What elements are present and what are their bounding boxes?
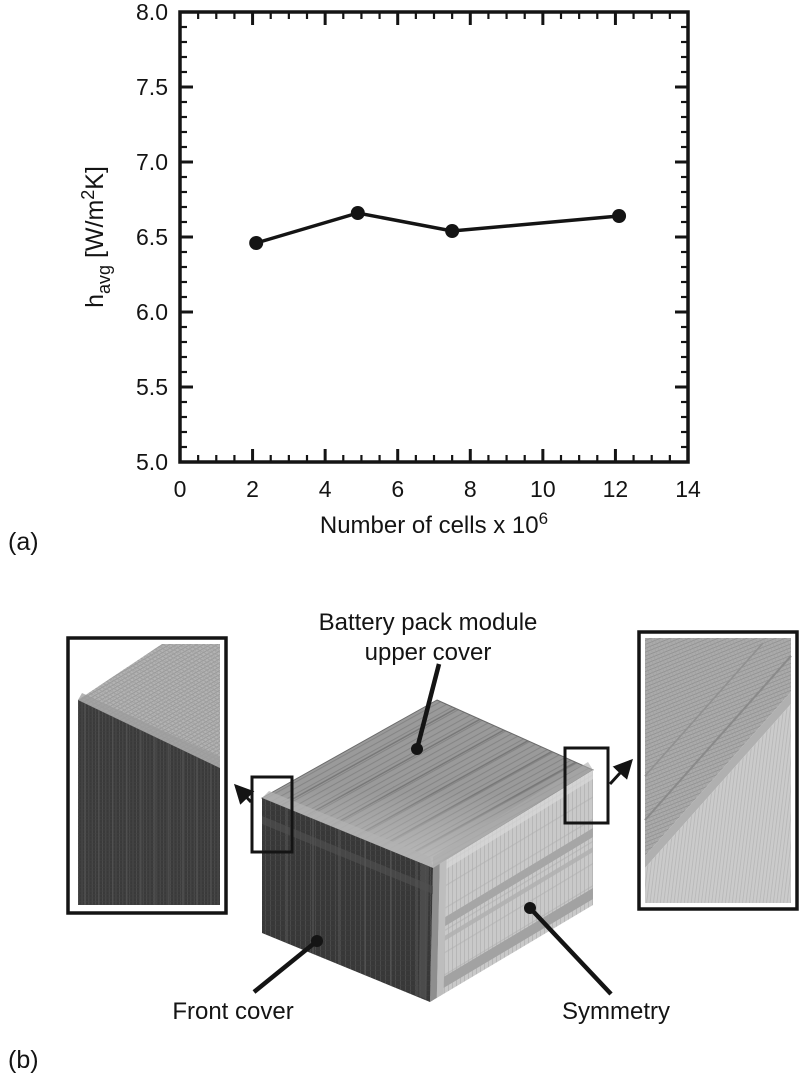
x-tick-label: 0 (174, 476, 187, 502)
data-point (249, 236, 264, 250)
upper-cover-label-line1: Battery pack module (319, 609, 538, 636)
symmetry-leader (528, 906, 613, 996)
y-axis-title: havg [W/m2K] (78, 166, 114, 308)
left-zoom-inset (66, 636, 228, 915)
front-cover-leader (252, 939, 319, 994)
y-title-end: K] (81, 166, 109, 190)
data-point (445, 224, 460, 238)
chart-plot-area: 0 2 4 6 8 10 12 14 5.0 5.5 6.0 6.5 7.0 7.5 8.0 (136, 0, 701, 502)
left-inset-dark-cols (78, 700, 220, 905)
y-title-mid: [W/m (81, 200, 109, 265)
data-point (612, 209, 627, 223)
right-zoom-inset (637, 630, 799, 911)
panel-a-label: (a) (8, 528, 39, 556)
symmetry-band-3 (430, 888, 593, 996)
symmetry-top-strip (433, 770, 593, 877)
y-title-sup: 2 (78, 190, 98, 200)
front-cover-label: Front cover (172, 998, 293, 1025)
x-tick-label: 10 (530, 476, 556, 502)
leader-lines (252, 663, 613, 996)
x-tick-label: 4 (319, 476, 332, 502)
right-inset-streak-2 (644, 642, 764, 777)
left-callout-rect (250, 775, 294, 854)
y-title-sub: avg (94, 265, 114, 294)
right-inset-light-mesh (645, 704, 791, 903)
x-tick-label: 12 (603, 476, 629, 502)
y-tick-label: 7.5 (136, 74, 168, 100)
right-callout-rect (563, 746, 610, 825)
y-title-base: h (81, 294, 109, 308)
chart-panel-a: 0 2 4 6 8 10 12 14 5.0 5.5 6.0 6.5 7.0 7.5 8.0 havg [W… (8, 0, 701, 556)
x-tick-label: 14 (675, 476, 701, 502)
upper-cover-dot (411, 743, 423, 755)
left-callout-arrow (233, 783, 255, 805)
left-inset-top-mesh-cross (78, 644, 220, 768)
left-inset-edge-band (78, 693, 220, 768)
x-title-main: Number of cells x 10 (320, 512, 539, 539)
front-cover-coarse-mesh (262, 798, 433, 1002)
right-inset-streak-1 (644, 655, 792, 821)
y-tick-label: 5.0 (136, 449, 168, 475)
battery-pack-model (260, 699, 595, 1002)
upper-cover-front-left-band (262, 791, 433, 868)
data-line (255, 211, 620, 245)
front-cover-edge-strip (418, 863, 429, 1000)
x-title-sup: 6 (539, 509, 548, 528)
x-tick-label: 2 (246, 476, 259, 502)
y-tick-label: 6.5 (136, 224, 168, 250)
y-tick-label: 7.0 (136, 149, 168, 175)
symmetry-dot (524, 902, 536, 914)
front-cover-dot (311, 935, 323, 947)
cover-edge-strip-light (436, 859, 447, 998)
symmetry-band-1 (432, 828, 593, 934)
symmetry-label: Symmetry (562, 998, 670, 1025)
y-tick-label: 5.5 (136, 374, 168, 400)
front-cover-top-band (262, 816, 433, 894)
mesh-diagram-panel-b: Battery pack module upper cover Front co… (8, 609, 799, 1074)
x-axis-title: Number of cells x 106 (320, 509, 548, 539)
panel-b-label: (b) (8, 1046, 39, 1074)
y-tick-label: 6.0 (136, 299, 168, 325)
symmetry-band-2 (431, 847, 593, 949)
upper-cover-leader (414, 663, 442, 750)
x-tick-label: 6 (391, 476, 404, 502)
x-tick-label: 8 (464, 476, 477, 502)
y-tick-label: 8.0 (136, 0, 168, 25)
right-inset-top-mesh (645, 638, 791, 856)
data-point (350, 206, 365, 220)
right-inset-edge-band (645, 692, 791, 868)
right-callout-arrow (608, 758, 633, 786)
cover-edge-strip-dark (430, 863, 440, 1002)
upper-cover-front-right-band (433, 762, 593, 868)
upper-cover-label-line2: upper cover (365, 639, 492, 666)
